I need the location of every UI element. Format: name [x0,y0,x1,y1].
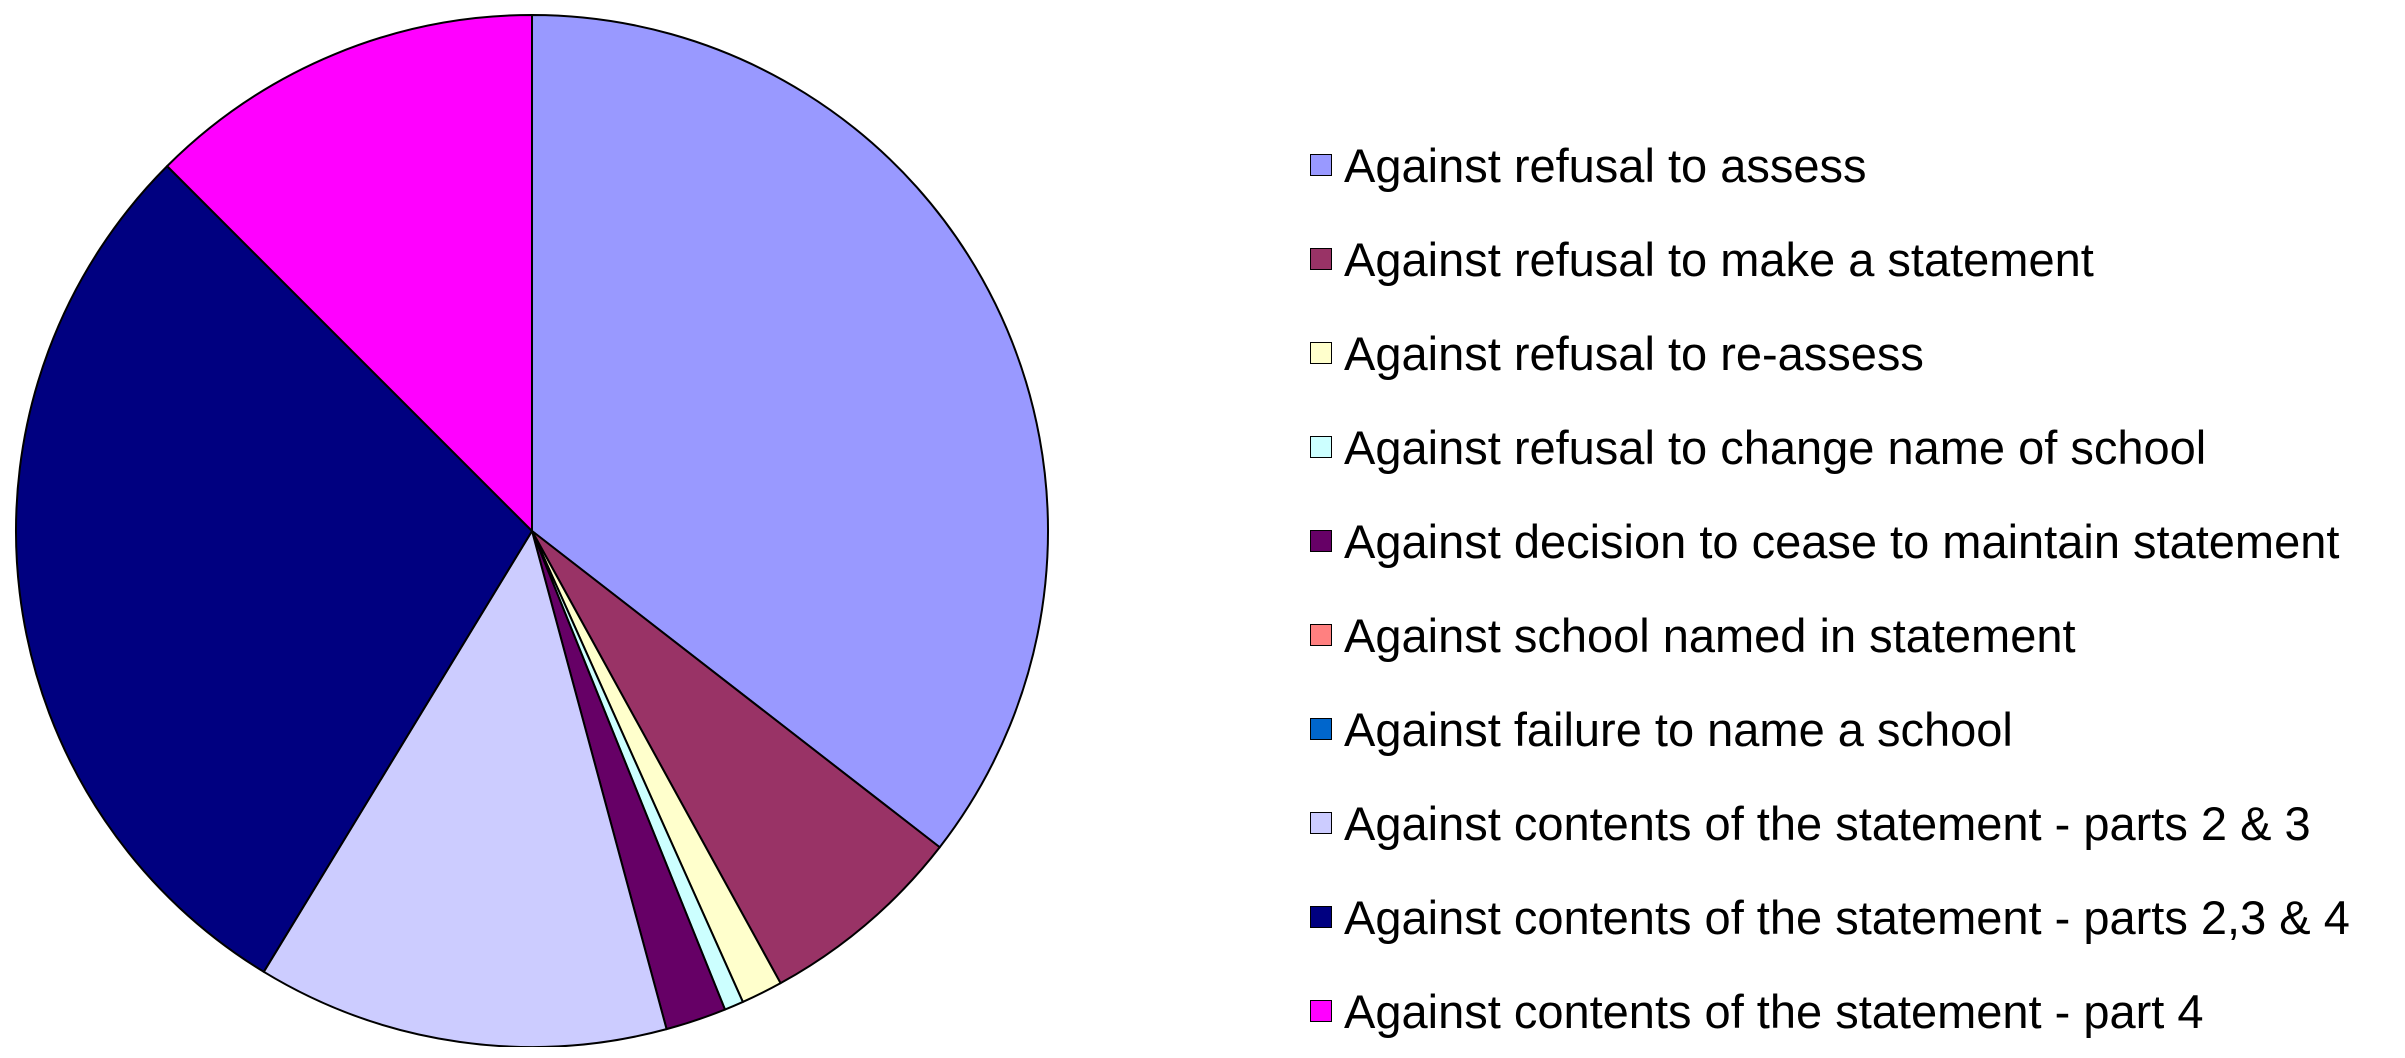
legend-swatch-0 [1310,154,1332,176]
legend-swatch-9 [1310,1000,1332,1022]
legend-item-4: Against decision to cease to maintain st… [1310,494,2400,588]
legend-label-0: Against refusal to assess [1344,138,1867,192]
legend-label-9: Against contents of the statement - part… [1344,984,2204,1038]
pie-slice-1 [531,530,941,985]
legend-swatch-4 [1310,530,1332,552]
legend-item-5: Against school named in statement [1310,588,2400,682]
legend-swatch-6 [1310,718,1332,740]
pie-slice-7 [262,530,668,1047]
legend-label-7: Against contents of the statement - part… [1344,796,2311,850]
legend-item-7: Against contents of the statement - part… [1310,776,2400,870]
legend-swatch-7 [1310,812,1332,834]
legend-swatch-2 [1310,342,1332,364]
pie-slice-0 [531,14,1049,849]
legend-label-1: Against refusal to make a statement [1344,232,2094,286]
legend-item-8: Against contents of the statement - part… [1310,870,2400,964]
legend-item-0: Against refusal to assess [1310,118,2400,212]
legend-swatch-1 [1310,248,1332,270]
legend-item-6: Against failure to name a school [1310,682,2400,776]
legend-label-8: Against contents of the statement - part… [1344,890,2350,944]
legend-item-3: Against refusal to change name of school [1310,400,2400,494]
legend-label-3: Against refusal to change name of school [1344,420,2207,474]
pie-slice-8 [15,165,533,973]
legend-label-2: Against refusal to re-assess [1344,326,1924,380]
pie-slice-9 [166,14,533,532]
legend-item-9: Against contents of the statement - part… [1310,964,2400,1058]
legend-label-4: Against decision to cease to maintain st… [1344,514,2340,568]
pie-plot-area [15,14,1049,1047]
legend-swatch-3 [1310,436,1332,458]
legend-label-6: Against failure to name a school [1344,702,2013,756]
legend-item-1: Against refusal to make a statement [1310,212,2400,306]
legend-item-2: Against refusal to re-assess [1310,306,2400,400]
legend-swatch-8 [1310,906,1332,928]
chart-legend: Against refusal to assess Against refusal… [1310,118,2400,1058]
legend-label-5: Against school named in statement [1344,608,2076,662]
legend-swatch-5 [1310,624,1332,646]
